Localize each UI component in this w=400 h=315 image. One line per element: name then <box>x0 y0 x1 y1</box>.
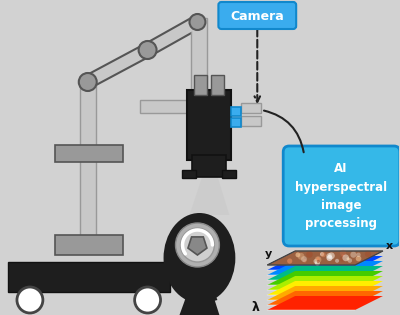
Polygon shape <box>190 176 229 215</box>
Polygon shape <box>267 286 383 300</box>
Bar <box>212 75 224 95</box>
Polygon shape <box>267 261 383 275</box>
Circle shape <box>176 223 219 267</box>
FancyBboxPatch shape <box>218 2 296 29</box>
Polygon shape <box>214 248 229 275</box>
Polygon shape <box>267 276 383 290</box>
Circle shape <box>340 250 346 256</box>
Circle shape <box>356 253 361 257</box>
Circle shape <box>335 259 339 263</box>
Circle shape <box>348 258 352 263</box>
Circle shape <box>315 261 320 266</box>
Text: y: y <box>265 249 272 259</box>
Circle shape <box>296 252 300 257</box>
Circle shape <box>347 257 350 261</box>
Bar <box>55 145 123 162</box>
Circle shape <box>328 252 335 259</box>
Circle shape <box>306 251 313 258</box>
Circle shape <box>350 252 356 258</box>
Polygon shape <box>267 281 383 295</box>
Text: λ: λ <box>251 301 259 314</box>
Circle shape <box>139 41 156 59</box>
Bar <box>231 107 241 116</box>
FancyArrowPatch shape <box>264 111 304 152</box>
Polygon shape <box>267 251 383 265</box>
Polygon shape <box>267 266 383 280</box>
Circle shape <box>315 256 322 263</box>
Circle shape <box>135 287 160 313</box>
Circle shape <box>17 287 43 313</box>
Circle shape <box>79 73 97 91</box>
Circle shape <box>301 256 307 262</box>
Circle shape <box>321 252 326 257</box>
Text: Camera: Camera <box>230 10 284 24</box>
Bar <box>192 18 208 103</box>
Polygon shape <box>184 292 217 305</box>
Polygon shape <box>267 256 383 270</box>
Circle shape <box>326 255 332 261</box>
Circle shape <box>190 14 206 30</box>
Circle shape <box>340 256 345 262</box>
Circle shape <box>316 260 320 263</box>
Bar <box>80 80 96 240</box>
Text: x: x <box>386 241 393 251</box>
Circle shape <box>342 255 349 261</box>
Polygon shape <box>267 291 383 305</box>
Bar <box>192 155 226 177</box>
Circle shape <box>342 254 344 257</box>
Polygon shape <box>267 296 383 310</box>
Circle shape <box>303 259 307 263</box>
Bar <box>8 262 170 292</box>
Polygon shape <box>180 293 219 315</box>
Polygon shape <box>188 237 207 255</box>
Bar <box>241 116 261 126</box>
Bar <box>222 170 236 178</box>
Circle shape <box>314 259 318 264</box>
Bar <box>231 118 241 127</box>
Bar <box>241 103 261 113</box>
Circle shape <box>180 228 214 262</box>
Text: AI
hyperspectral
image
processing: AI hyperspectral image processing <box>295 163 387 230</box>
Bar <box>140 100 202 113</box>
Bar <box>182 170 196 178</box>
Bar <box>188 90 231 160</box>
Circle shape <box>356 256 361 261</box>
Bar <box>194 75 208 95</box>
Circle shape <box>365 251 371 257</box>
Circle shape <box>298 253 304 260</box>
FancyBboxPatch shape <box>283 146 400 246</box>
Ellipse shape <box>164 213 235 303</box>
Polygon shape <box>267 271 383 285</box>
Circle shape <box>326 253 332 259</box>
Circle shape <box>320 252 324 256</box>
Polygon shape <box>267 251 383 265</box>
Bar <box>55 235 123 255</box>
Circle shape <box>287 258 292 264</box>
Circle shape <box>316 257 320 261</box>
